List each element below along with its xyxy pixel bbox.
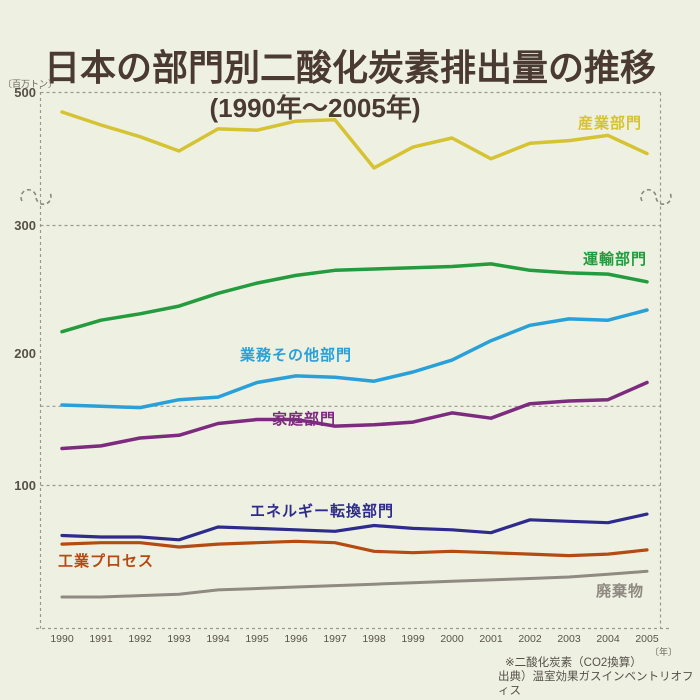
line-transport [60,262,649,334]
x-tick-1994: 1994 [206,633,230,645]
series-label-commercial-other: 業務その他部門 [240,347,353,364]
x-tick-1997: 1997 [323,633,347,645]
line-household [60,380,649,451]
x-axis-unit-label: 〔年〕 [650,647,678,657]
note-co2: ※二酸化炭素（CO2換算） [505,657,642,669]
x-tick-1992: 1992 [128,633,152,645]
line-energy-conversion [60,512,649,542]
series-label-industrial-process: 工業プロセス [58,553,155,570]
note-source: 出典）温室効果ガスインベントリオフィス [498,671,694,697]
x-tick-1998: 1998 [362,633,386,645]
y-tick-200: 200 [14,345,36,361]
page-title: 日本の部門別二酸化炭素排出量の推移 [43,47,656,88]
x-tick-1995: 1995 [245,633,269,645]
x-tick-1999: 1999 [401,633,425,645]
line-commercial-other [60,308,649,410]
x-tick-2003: 2003 [557,633,581,645]
x-tick-2004: 2004 [596,633,620,645]
y-tick-500: 500 [14,84,36,100]
y-tick-300: 300 [14,217,36,233]
x-tick-1991: 1991 [89,633,113,645]
x-tick-2002: 2002 [518,633,542,645]
x-tick-2000: 2000 [440,633,464,645]
series-label-household: 家庭部門 [272,411,337,428]
line-industrial-process [60,539,649,558]
page-subtitle: (1990年～2005年) [209,93,421,123]
axis-break-right [640,188,672,206]
x-tick-2005: 2005 [635,633,659,645]
x-tick-1990: 1990 [50,633,74,645]
x-tick-1996: 1996 [284,633,308,645]
line-industry [60,110,649,170]
line-waste [60,569,649,599]
footnotes: ※二酸化炭素（CO2換算） 出典）温室効果ガスインベントリオフィス [498,656,700,698]
x-tick-1993: 1993 [167,633,191,645]
series-label-energy-conversion: エネルギー転換部門 [250,503,395,520]
x-tick-2001: 2001 [479,633,503,645]
y-tick-100: 100 [14,477,36,493]
series-label-industry: 産業部門 [578,115,643,132]
series-label-waste: 廃棄物 [596,583,645,600]
axis-break-left [20,188,52,206]
y-axis-unit-label: 〔百万トン〕 [3,79,58,89]
series-label-transport: 運輸部門 [583,251,648,268]
